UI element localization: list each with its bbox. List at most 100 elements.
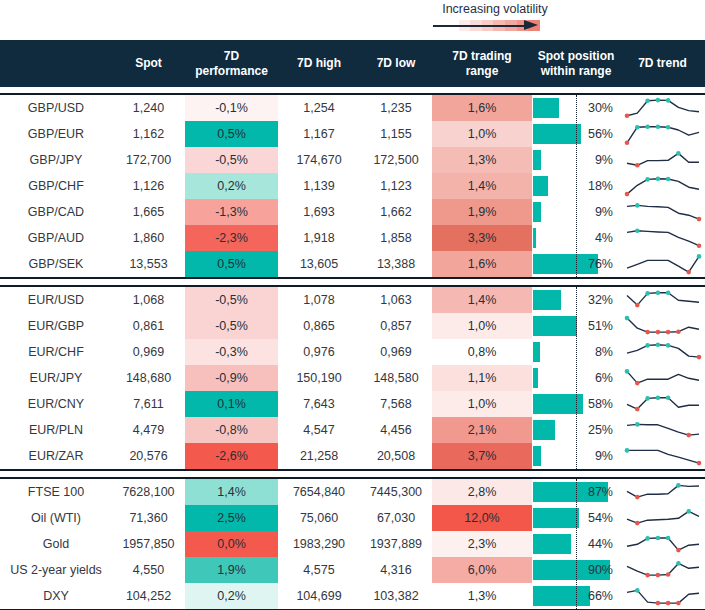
trend-low-marker <box>624 113 629 118</box>
performance-cell: 1,4% <box>185 479 278 505</box>
spot-value: 1,240 <box>112 95 185 121</box>
column-header-3: 7D high <box>278 56 360 70</box>
trend-low-marker <box>696 243 701 248</box>
low-value: 148,580 <box>360 365 432 391</box>
low-value: 1937,889 <box>360 531 432 557</box>
low-value: 20,508 <box>360 443 432 469</box>
table-row: GBP/SEK 13,553 0,5% 13,605 13,388 1,6% 7… <box>0 251 705 277</box>
trend-high-marker <box>655 176 660 181</box>
performance-cell: -2,6% <box>185 443 278 469</box>
trend-sparkline <box>620 287 705 313</box>
low-value: 7445,300 <box>360 479 432 505</box>
trend-sparkline <box>620 147 705 173</box>
table-row: GBP/JPY 172,700 -0,5% 174,670 172,500 1,… <box>0 147 705 173</box>
low-value: 1,063 <box>360 287 432 313</box>
high-value: 1,167 <box>278 121 360 147</box>
table-row: US 2-year yields 4,550 1,9% 4,575 4,316 … <box>0 557 705 583</box>
trend-sparkline <box>620 225 705 251</box>
volatility-legend: Increasing volatility <box>428 2 562 31</box>
trading-range-cell: 12,0% <box>432 505 532 531</box>
column-header-1: Spot <box>112 56 185 70</box>
table-row: Oil (WTI) 71,360 2,5% 75,060 67,030 12,0… <box>0 505 705 531</box>
low-value: 103,382 <box>360 583 432 609</box>
position-bar <box>533 420 555 440</box>
table-row: EUR/JPY 148,680 -0,9% 150,190 148,580 1,… <box>0 365 705 391</box>
trend-high-marker <box>665 535 670 540</box>
volatility-legend-label: Increasing volatility <box>428 2 562 16</box>
position-label: 9% <box>595 443 613 469</box>
table-header: Spot7D performance7D high7D low7D tradin… <box>0 40 705 87</box>
position-label: 30% <box>588 95 613 121</box>
trend-high-marker <box>655 395 660 400</box>
instrument-label: EUR/PLN <box>0 417 112 443</box>
instrument-label: GBP/USD <box>0 95 112 121</box>
trend-high-marker <box>635 422 640 427</box>
spot-value: 20,576 <box>112 443 185 469</box>
trading-range-cell: 3,3% <box>432 225 532 251</box>
trading-range-cell: 0,8% <box>432 339 532 365</box>
trend-low-marker <box>624 191 629 196</box>
column-header-5: 7D trading range <box>432 49 532 78</box>
trend-sparkline <box>620 313 705 339</box>
spot-value: 7,611 <box>112 391 185 417</box>
position-label: 56% <box>588 121 613 147</box>
trend-low-marker <box>624 140 629 145</box>
position-label: 51% <box>588 313 613 339</box>
trend-high-marker <box>665 290 670 295</box>
high-value: 1,918 <box>278 225 360 251</box>
volatility-arrow-line <box>433 25 526 27</box>
trend-low-marker <box>635 302 640 307</box>
high-value: 13,605 <box>278 251 360 277</box>
trading-range-cell: 1,4% <box>432 287 532 313</box>
low-value: 1,235 <box>360 95 432 121</box>
trend-low-marker <box>676 329 681 334</box>
table-block-2: EUR/USD 1,068 -0,5% 1,078 1,063 1,4% 32%… <box>0 285 705 471</box>
spot-value: 4,550 <box>112 557 185 583</box>
trading-range-cell: 2,1% <box>432 417 532 443</box>
table-blocks: GBP/USD 1,240 -0,1% 1,254 1,235 1,6% 30%… <box>0 93 705 610</box>
position-label: 87% <box>588 479 613 505</box>
position-midpoint-guide <box>576 479 577 609</box>
instrument-label: DXY <box>0 583 112 609</box>
table-row: EUR/GBP 0,861 -0,5% 0,865 0,857 1,0% 51% <box>0 313 705 339</box>
high-value: 75,060 <box>278 505 360 531</box>
trend-sparkline <box>620 251 705 277</box>
instrument-label: EUR/GBP <box>0 313 112 339</box>
trading-range-cell: 1,1% <box>432 365 532 391</box>
high-value: 0,865 <box>278 313 360 339</box>
trend-sparkline <box>620 391 705 417</box>
spot-value: 7628,100 <box>112 479 185 505</box>
trend-high-marker <box>665 98 670 103</box>
trading-range-cell: 1,0% <box>432 391 532 417</box>
table-row: GBP/EUR 1,162 0,5% 1,167 1,155 1,0% 56% <box>0 121 705 147</box>
performance-cell: 2,5% <box>185 505 278 531</box>
trend-high-marker <box>696 254 701 259</box>
trading-range-cell: 2,8% <box>432 479 532 505</box>
spot-value: 0,861 <box>112 313 185 339</box>
trend-low-marker <box>635 520 640 525</box>
spot-value: 0,969 <box>112 339 185 365</box>
trend-high-marker <box>665 395 670 400</box>
trend-low-marker <box>665 329 670 334</box>
table-row: EUR/ZAR 20,576 -2,6% 21,258 20,508 3,7% … <box>0 443 705 469</box>
low-value: 172,500 <box>360 147 432 173</box>
high-value: 104,699 <box>278 583 360 609</box>
volatility-arrow-icon <box>524 20 538 30</box>
trading-range-cell: 1,6% <box>432 251 532 277</box>
trend-high-marker <box>686 509 691 514</box>
table-row: FTSE 100 7628,100 1,4% 7654,840 7445,300… <box>0 479 705 505</box>
performance-cell: 0,0% <box>185 531 278 557</box>
spot-value: 71,360 <box>112 505 185 531</box>
instrument-label: US 2-year yields <box>0 557 112 583</box>
trend-high-marker <box>645 291 650 296</box>
spot-value: 4,479 <box>112 417 185 443</box>
trading-range-cell: 1,3% <box>432 583 532 609</box>
position-bar <box>533 228 536 248</box>
table-row: EUR/USD 1,068 -0,5% 1,078 1,063 1,4% 32% <box>0 287 705 313</box>
position-bar <box>533 368 538 388</box>
position-bar <box>533 202 541 222</box>
trend-sparkline <box>620 121 705 147</box>
fx-market-dashboard: Increasing volatility Spot7D performance… <box>0 0 705 610</box>
trend-sparkline <box>620 417 705 443</box>
trend-high-marker <box>655 124 660 129</box>
